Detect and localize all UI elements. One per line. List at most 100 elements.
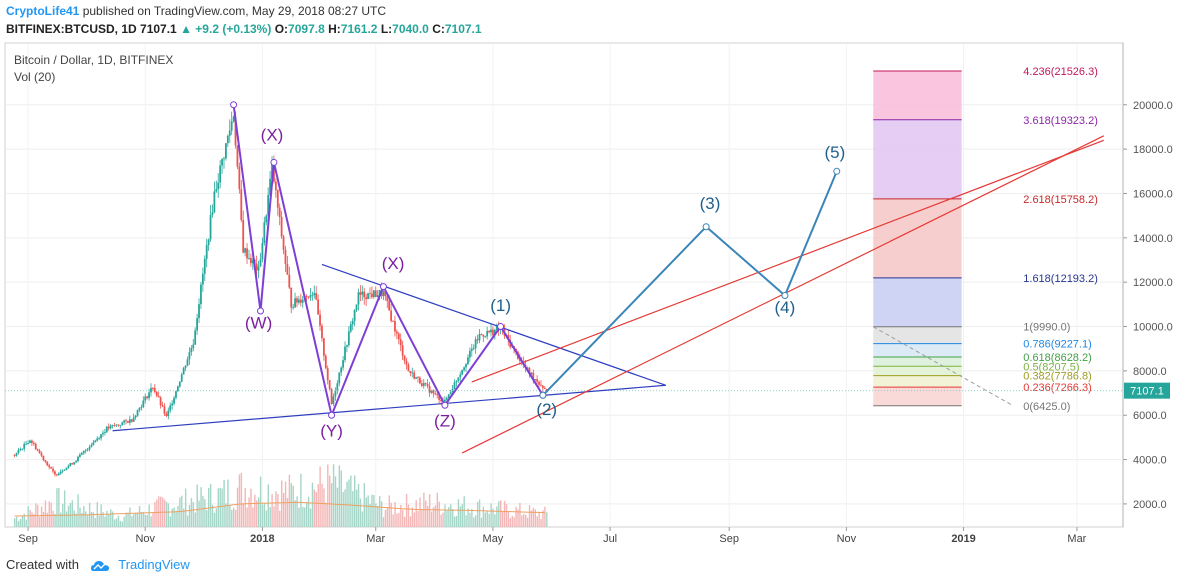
- candle-body: [484, 336, 487, 338]
- volume-bar: [329, 475, 331, 527]
- tradingview-logo-icon: [90, 560, 109, 571]
- volume-bar: [221, 488, 223, 527]
- candle-body: [445, 398, 448, 400]
- channel-upper-line[interactable]: [471, 139, 1105, 383]
- candle-body: [215, 189, 218, 192]
- wave-label: (X): [382, 254, 405, 273]
- volume-bar: [186, 515, 189, 527]
- volume-bar: [60, 512, 62, 527]
- candle-body: [403, 355, 406, 361]
- low-label: L:: [380, 22, 393, 36]
- candle-body: [470, 348, 473, 351]
- volume-bar: [407, 504, 410, 527]
- volume-bar: [158, 496, 160, 527]
- candle-body: [472, 348, 475, 350]
- candle-body: [488, 330, 490, 333]
- candle-body: [79, 454, 81, 457]
- candle-body: [186, 359, 189, 366]
- candle-body: [482, 334, 485, 337]
- volume-bar: [240, 472, 243, 527]
- candle-body: [315, 293, 318, 300]
- candle-body: [184, 365, 187, 368]
- wave-label: (3): [700, 194, 721, 213]
- candle-body: [326, 368, 329, 380]
- impulse-wave-point[interactable]: [539, 391, 547, 399]
- impulse-wave-point[interactable]: [702, 223, 710, 231]
- candle-body: [321, 325, 323, 339]
- candle-body: [405, 360, 408, 365]
- candle-body: [395, 331, 398, 334]
- footer: Created with TradingView: [6, 557, 190, 573]
- volume-bar: [413, 512, 415, 527]
- wxyxz-wave-point[interactable]: [328, 411, 336, 419]
- volume-bar: [532, 507, 535, 527]
- candle-body: [259, 259, 262, 267]
- volume-bar: [469, 512, 471, 527]
- wxyxz-wave-point[interactable]: [497, 323, 505, 331]
- volume-bar: [546, 512, 548, 527]
- candle-body: [146, 396, 149, 399]
- candle-body: [63, 469, 66, 471]
- triangle-upper-line[interactable]: [321, 263, 667, 386]
- candle-body: [55, 474, 58, 476]
- candle-body: [342, 360, 344, 368]
- volume-bar: [386, 507, 389, 527]
- wxyxz-wave-point[interactable]: [256, 307, 264, 315]
- volume-bar: [369, 504, 371, 527]
- wxyxz-wave-point[interactable]: [270, 158, 278, 166]
- candle-body: [25, 443, 28, 445]
- volume-bar: [211, 504, 214, 527]
- volume-bar: [246, 507, 248, 527]
- impulse-wave-point[interactable]: [833, 167, 841, 175]
- candle-body: [17, 450, 20, 453]
- candle-body: [261, 242, 264, 260]
- candle-body: [336, 383, 339, 391]
- volume-bar: [14, 518, 16, 527]
- fib-trend-line[interactable]: [873, 326, 1014, 407]
- author-link[interactable]: CryptoLife41: [6, 4, 80, 18]
- volume-bar: [250, 488, 252, 527]
- fib-extension[interactable]: 4.236(21526.3) 3.618(19323.2) 2.618(15758.…: [873, 66, 1098, 413]
- volume-bar: [455, 515, 458, 527]
- wxyxz-wave-point[interactable]: [230, 101, 238, 109]
- candle-body: [267, 194, 270, 216]
- volume-bar: [440, 514, 442, 527]
- volume-bar: [288, 474, 291, 527]
- impulse-wave-point[interactable]: [781, 291, 789, 299]
- candle-body: [394, 321, 396, 332]
- volume-bar: [434, 505, 437, 527]
- volume-bar: [135, 512, 137, 527]
- volume-bar: [165, 501, 168, 527]
- wxyxz-wave-point[interactable]: [379, 283, 387, 291]
- candle-body: [401, 345, 404, 356]
- candle-body: [223, 158, 225, 160]
- tradingview-brand-link[interactable]: TradingView: [118, 557, 190, 572]
- volume-bar: [90, 511, 93, 527]
- volume-bar: [263, 503, 266, 527]
- volume-bar: [340, 470, 342, 527]
- volume-bar: [110, 509, 112, 527]
- volume-bar: [269, 507, 271, 527]
- volume-bar: [478, 499, 481, 527]
- candle-body: [346, 345, 348, 347]
- volume-bar: [54, 513, 56, 527]
- drawings[interactable]: [5, 101, 1123, 454]
- candle-body: [296, 298, 298, 303]
- candle-body: [317, 299, 320, 315]
- wxyxz-wave-line[interactable]: [232, 104, 544, 417]
- price-tick-label: 20000.0: [1133, 100, 1173, 112]
- high-label: H:: [328, 22, 341, 36]
- volume-bar: [540, 518, 542, 527]
- volume-bar: [275, 491, 277, 527]
- fib-zone: [873, 119, 962, 199]
- volume-bar: [248, 497, 250, 527]
- impulse-projection-line[interactable]: [542, 170, 838, 396]
- volume-bar: [405, 493, 408, 527]
- volume-bar: [98, 515, 100, 527]
- volume-bar: [148, 504, 150, 527]
- volume-bar: [204, 499, 206, 527]
- wxyxz-wave-point[interactable]: [441, 401, 449, 409]
- volume-bar: [31, 512, 33, 527]
- price-chart[interactable]: 4.236(21526.3) 3.618(19323.2) 2.618(15758.…: [0, 40, 1184, 550]
- triangle-lower-line[interactable]: [112, 384, 666, 432]
